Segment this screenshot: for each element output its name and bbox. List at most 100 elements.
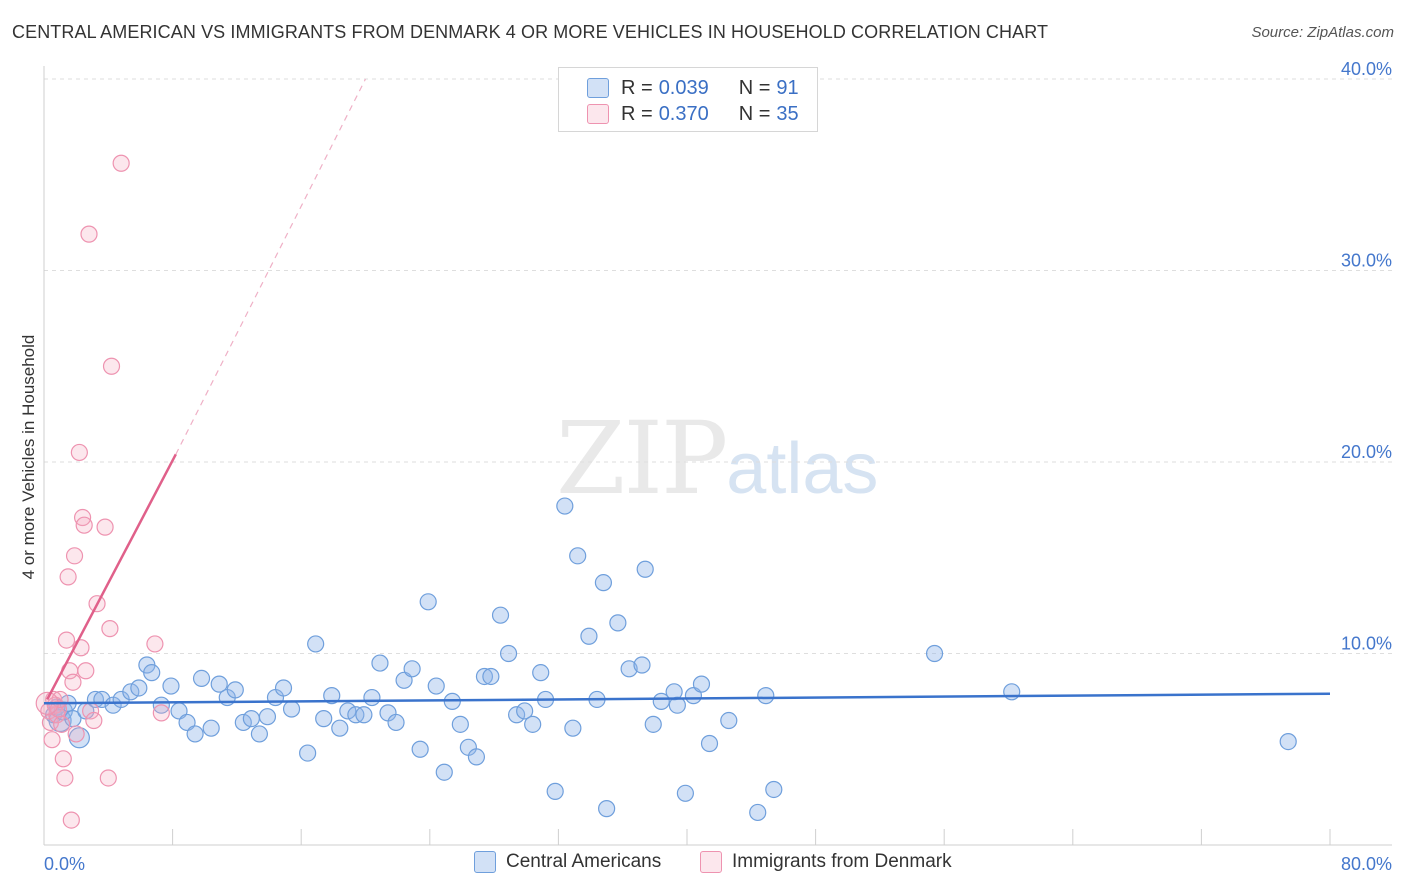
point-central-americans [668, 696, 686, 714]
point-central-americans [475, 667, 494, 686]
point-central-americans [765, 780, 783, 799]
point-immigrants-from-denmark [57, 631, 76, 649]
legend-n-label: N = [738, 102, 771, 125]
trend-line-central-americans [43, 692, 1331, 705]
y-tick-label: 40.0% [1341, 59, 1392, 79]
point-central-americans [609, 614, 627, 632]
point-central-americans [620, 660, 638, 678]
point-central-americans [202, 719, 220, 737]
point-immigrants-from-denmark [85, 711, 103, 730]
point-central-americans [122, 683, 140, 701]
point-immigrants-from-denmark [152, 704, 170, 722]
y-tick-label: 20.0% [1341, 442, 1392, 462]
point-central-americans [307, 635, 325, 653]
series-legend-immigrants-from-denmark[interactable]: Immigrants from Denmark [700, 851, 952, 873]
point-central-americans [250, 725, 269, 743]
point-central-americans [143, 664, 161, 682]
point-central-americans [299, 744, 317, 762]
point-immigrants-from-denmark [77, 662, 95, 680]
chart-title: CENTRAL AMERICAN VS IMMIGRANTS FROM DENM… [12, 22, 1049, 42]
legend-r-label: R = [621, 76, 653, 99]
point-central-americans [210, 675, 228, 693]
legend-r-label: R = [621, 102, 653, 125]
point-immigrants-from-denmark [75, 516, 93, 534]
point-immigrants-from-denmark [54, 750, 72, 768]
point-central-americans [282, 700, 301, 718]
point-central-americans [419, 593, 437, 611]
series-label-immigrants-from-denmark: Immigrants from Denmark [732, 851, 952, 872]
point-central-americans [925, 644, 944, 663]
point-central-americans [749, 803, 767, 822]
legend-n-value: 91 [776, 76, 799, 99]
series-swatch-central-americans [474, 851, 496, 873]
point-central-americans [598, 800, 616, 818]
point-immigrants-from-denmark [59, 568, 77, 586]
point-central-americans [546, 782, 564, 800]
point-central-americans [580, 627, 598, 645]
point-central-americans [569, 547, 587, 565]
chart-source: Source: ZipAtlas.com [1251, 24, 1394, 41]
point-central-americans [339, 702, 357, 720]
point-immigrants-from-denmark [64, 673, 82, 691]
point-central-americans [516, 702, 534, 720]
point-immigrants-from-denmark [146, 635, 164, 653]
point-immigrants-from-denmark [102, 357, 121, 375]
point-immigrants-from-denmark [43, 731, 61, 749]
point-central-americans [499, 644, 518, 663]
point-immigrants-from-denmark [96, 518, 114, 536]
legend-r-value: 0.370 [658, 102, 709, 125]
point-immigrants-from-denmark [101, 620, 119, 638]
grid [44, 78, 1392, 654]
axes [43, 66, 1392, 846]
point-central-americans [594, 574, 613, 592]
point-central-americans [315, 710, 333, 728]
point-central-americans [757, 687, 775, 705]
point-central-americans [700, 734, 719, 753]
point-central-americans [363, 688, 381, 707]
point-central-americans [371, 654, 389, 672]
trend-line-immigrants-from-denmark [46, 453, 177, 701]
y-tick-label: 30.0% [1341, 251, 1392, 271]
point-central-americans [633, 656, 651, 674]
point-immigrants-from-denmark [70, 443, 88, 462]
point-central-americans [482, 667, 500, 686]
point-immigrants-from-denmark [67, 725, 85, 743]
point-central-americans [652, 692, 670, 710]
point-central-americans [636, 560, 654, 578]
series-legend-central-americans[interactable]: Central Americans [474, 851, 661, 873]
legend-swatch-central-americans [587, 78, 609, 98]
point-central-americans [692, 675, 711, 693]
point-central-americans [226, 681, 244, 699]
point-immigrants-from-denmark [80, 225, 98, 243]
point-central-americans [467, 748, 486, 766]
point-central-americans [234, 713, 252, 732]
tick-labels: 10.0% 20.0% 30.0% 40.0% 0.0% 80.0% [44, 59, 1392, 874]
point-central-americans [323, 687, 341, 705]
legend-swatch-immigrants-from-denmark [587, 104, 609, 124]
point-central-americans [644, 715, 662, 733]
point-central-americans [676, 784, 694, 802]
x-tick-label-max: 80.0% [1341, 854, 1392, 874]
watermark: ZIPatlas [556, 400, 878, 517]
series-swatch-immigrants-from-denmark [700, 851, 722, 873]
correlation-legend: R = 0.039 N = 91 R = 0.370 N = 35 [558, 67, 818, 132]
legend-n-value: 35 [776, 102, 799, 125]
point-central-americans [720, 711, 738, 730]
watermark-zip: ZIP [556, 400, 728, 517]
x-tick-label-min: 0.0% [44, 854, 85, 874]
point-central-americans [491, 606, 510, 624]
point-central-americans [411, 740, 429, 758]
legend-row-immigrants-from-denmark: R = 0.370 N = 35 [587, 102, 799, 126]
point-central-americans [387, 713, 405, 732]
point-central-americans [556, 497, 574, 515]
point-central-americans [508, 706, 526, 724]
point-immigrants-from-denmark [56, 769, 74, 787]
legend-row-central-americans: R = 0.039 N = 91 [587, 76, 799, 100]
point-immigrants-from-denmark [112, 154, 130, 172]
point-central-americans [1003, 683, 1021, 701]
trend-extension-immigrants-from-denmark [175, 78, 367, 455]
point-central-americans [130, 679, 148, 697]
point-central-americans [451, 715, 469, 733]
point-central-americans [524, 715, 542, 733]
point-central-americans [274, 679, 293, 697]
